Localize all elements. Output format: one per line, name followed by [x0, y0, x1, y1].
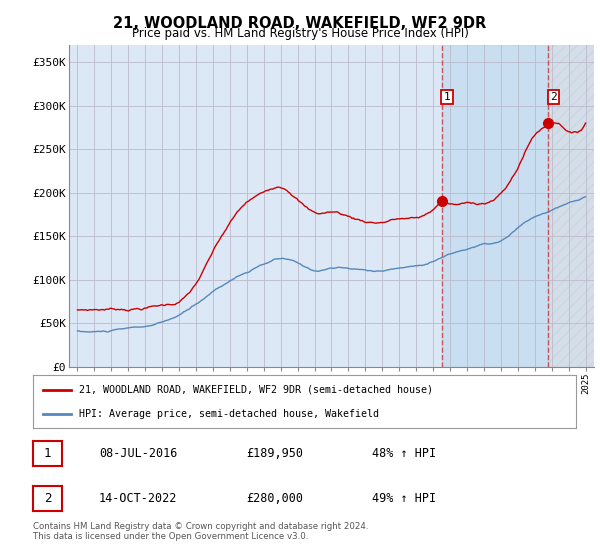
- Text: 49% ↑ HPI: 49% ↑ HPI: [372, 492, 436, 505]
- Text: 21, WOODLAND ROAD, WAKEFIELD, WF2 9DR (semi-detached house): 21, WOODLAND ROAD, WAKEFIELD, WF2 9DR (s…: [79, 385, 433, 395]
- Text: 1: 1: [44, 447, 51, 460]
- Text: 2: 2: [44, 492, 51, 505]
- Text: Contains HM Land Registry data © Crown copyright and database right 2024.
This d: Contains HM Land Registry data © Crown c…: [33, 522, 368, 542]
- Text: 08-JUL-2016: 08-JUL-2016: [99, 447, 178, 460]
- Text: 21, WOODLAND ROAD, WAKEFIELD, WF2 9DR: 21, WOODLAND ROAD, WAKEFIELD, WF2 9DR: [113, 16, 487, 31]
- Text: HPI: Average price, semi-detached house, Wakefield: HPI: Average price, semi-detached house,…: [79, 409, 379, 419]
- Text: 14-OCT-2022: 14-OCT-2022: [99, 492, 178, 505]
- Bar: [548, 45, 594, 367]
- Text: 48% ↑ HPI: 48% ↑ HPI: [372, 447, 436, 460]
- Text: £280,000: £280,000: [246, 492, 303, 505]
- Text: Price paid vs. HM Land Registry's House Price Index (HPI): Price paid vs. HM Land Registry's House …: [131, 27, 469, 40]
- Bar: [442, 45, 548, 367]
- Text: 2: 2: [550, 92, 557, 102]
- Text: £189,950: £189,950: [246, 447, 303, 460]
- Text: 1: 1: [443, 92, 451, 102]
